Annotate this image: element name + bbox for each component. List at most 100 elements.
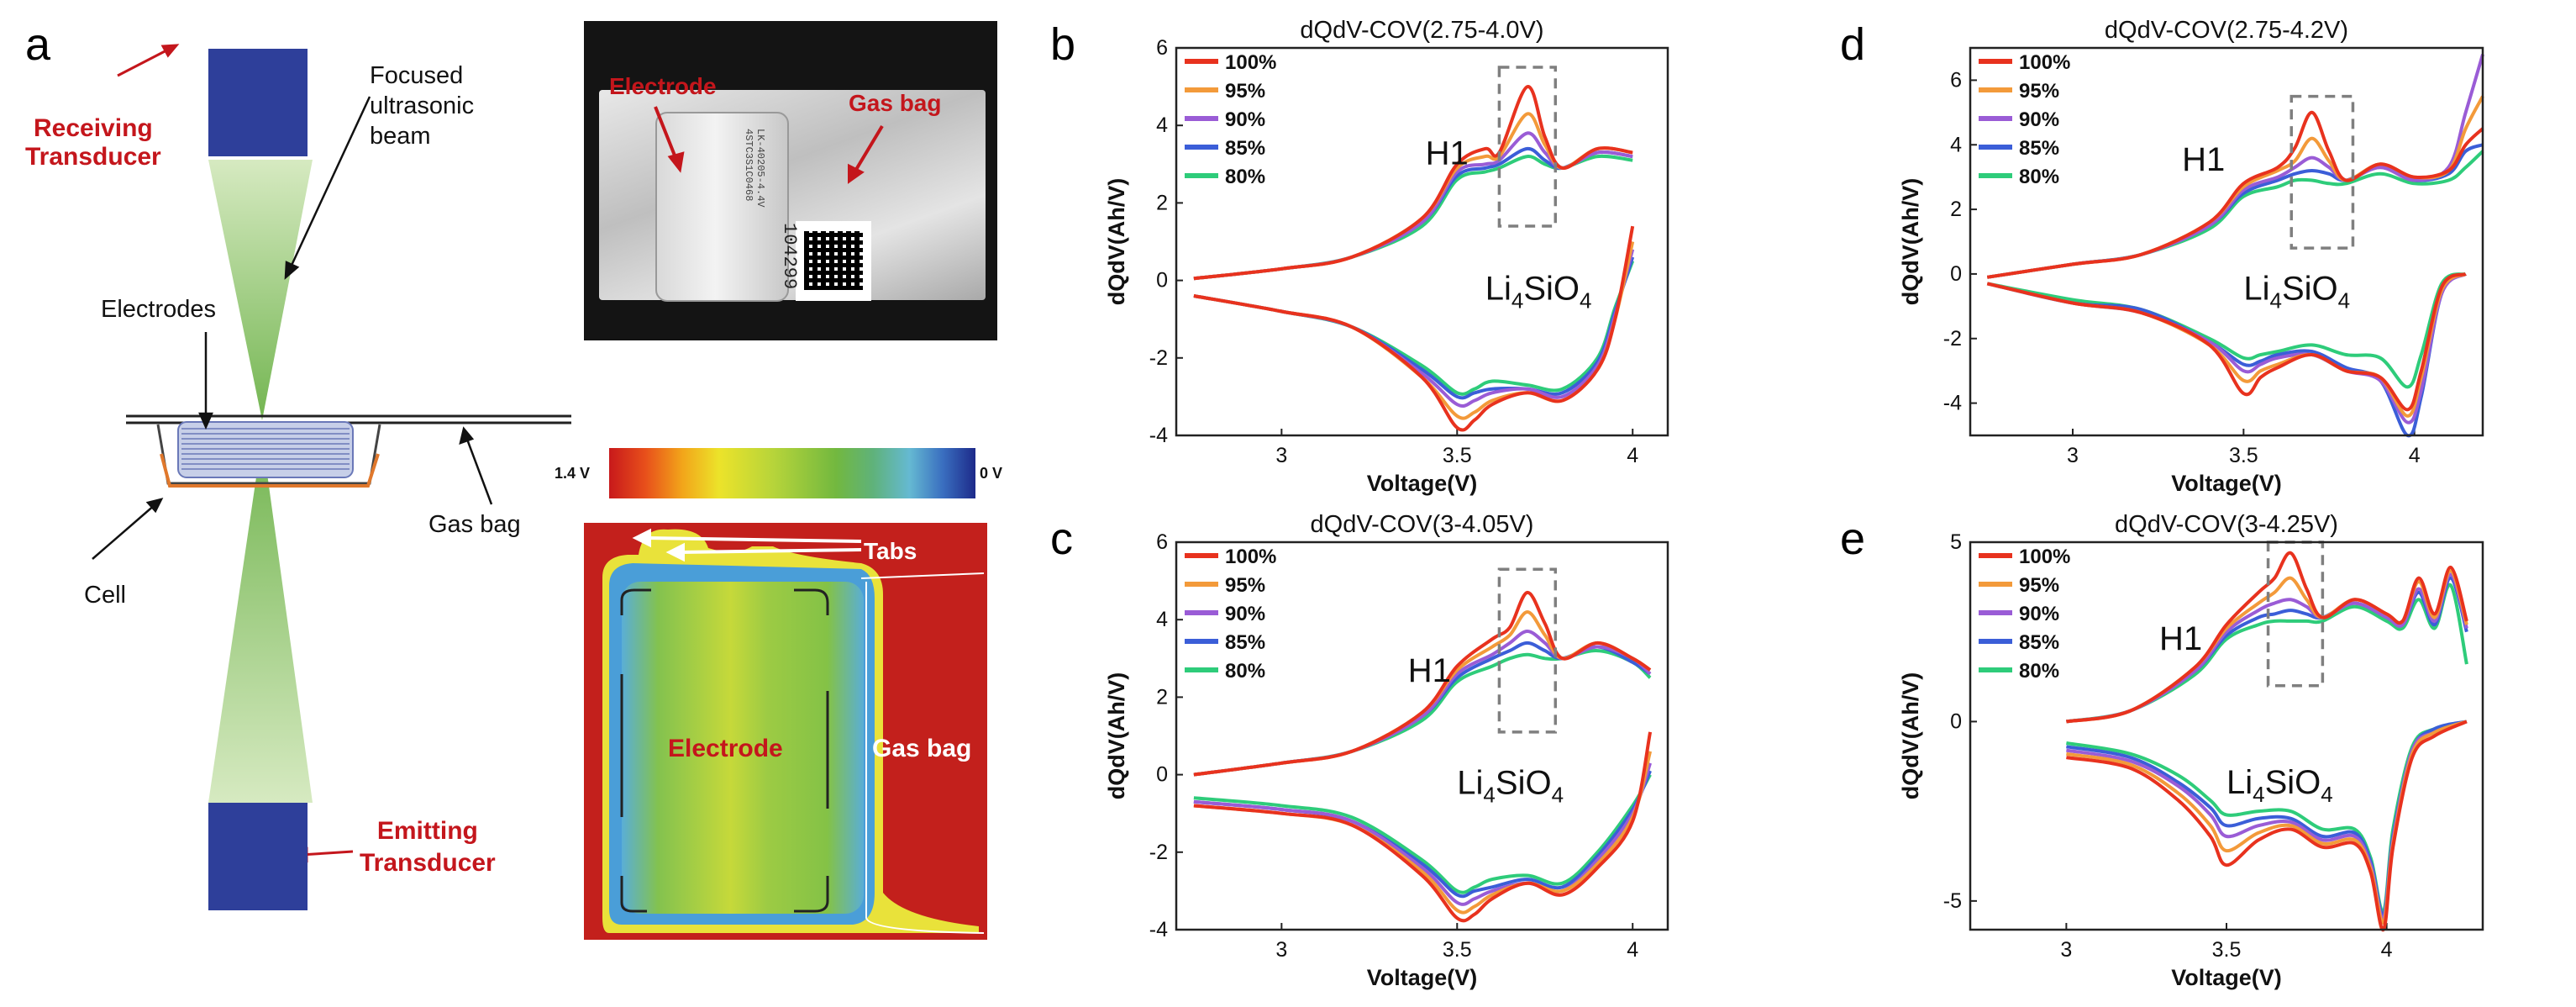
discharge-curve-100% (1193, 225, 1635, 432)
serial-number: 104299 (779, 223, 800, 290)
colorbar (609, 448, 975, 498)
legend-label-85%: 85% (2019, 137, 2059, 160)
y-tick-label: 0 (1156, 269, 1168, 293)
cell-print: LK-40205-4.4V 4STC3S1C0468 (743, 129, 766, 208)
y-tick-label: -2 (1149, 346, 1168, 370)
compound-label: Li4SiO4 (1457, 765, 1564, 808)
chart-d: dQdV-COV(2.75-4.2V) 3 3.5 4 -4 -2 0 2 4 6 Voltage(… (1898, 17, 2484, 496)
x-tick-label: 3 (1275, 938, 1287, 962)
legend-label-80%: 80% (1225, 166, 1265, 188)
x-tick-label: 4 (2381, 938, 2393, 962)
legend-label-90%: 90% (1225, 603, 1265, 625)
y-axis-label: dQdV(Ah/V) (1104, 672, 1129, 799)
chart-title: dQdV-COV(2.75-4.0V) (1300, 17, 1543, 44)
y-tick-label: 5 (1950, 530, 1962, 554)
y-tick-label: 4 (1156, 113, 1168, 137)
x-tick-label: 3 (2067, 444, 2079, 467)
ultrasound-schematic (92, 44, 571, 863)
legend-label-80%: 80% (2019, 166, 2059, 188)
legend-label-95%: 95% (1225, 80, 1265, 103)
x-tick-label: 3.5 (1443, 444, 1472, 467)
plot-area (1970, 542, 2483, 930)
discharge-curve-100% (1193, 731, 1653, 923)
y-axis-label: dQdV(Ah/V) (1898, 178, 1923, 305)
x-tick-label: 3.5 (2212, 938, 2242, 962)
y-tick-label: -4 (1149, 918, 1168, 941)
legend-label-100%: 100% (1225, 546, 1276, 568)
y-tick-label: 2 (1156, 685, 1168, 709)
chart-c: dQdV-COV(3-4.05V) 3 3.5 4 -4 -2 0 2 4 6 Voltage(V)… (1104, 511, 1669, 990)
legend-label-100%: 100% (2019, 51, 2070, 74)
charge-curve-100% (1193, 590, 1652, 777)
legend-label-90%: 90% (1225, 108, 1265, 131)
electrode-layers (181, 428, 350, 470)
map-electrode-area (622, 582, 864, 914)
y-tick-label: 0 (1950, 262, 1962, 286)
x-tick-label: 4 (1627, 938, 1638, 962)
x-axis-label: Voltage(V) (2171, 471, 2282, 496)
compound-label: Li4SiO4 (2226, 764, 2333, 807)
y-tick-label: -4 (1149, 424, 1168, 447)
legend-label-80%: 80% (2019, 660, 2059, 683)
y-tick-label: -2 (1149, 841, 1168, 864)
plot-area (1970, 48, 2483, 435)
charge-curve-80% (2066, 583, 2468, 724)
map-tabs-label: Tabs (864, 538, 917, 564)
highlight-box (2289, 94, 2355, 250)
cell-arrow (92, 504, 156, 560)
beam-lower (208, 437, 313, 803)
panel-label-d: d (1840, 19, 1866, 70)
cell-photo: LK-40205-4.4V 4STC3S1C0468 104299 Electr… (584, 21, 997, 340)
y-tick-label: -5 (1943, 889, 1962, 913)
y-tick-label: 6 (1156, 36, 1168, 60)
map-gas-bag-edge (865, 582, 985, 934)
barcode (804, 231, 863, 290)
x-axis-label: Voltage(V) (1367, 965, 1478, 990)
axes-frame (1969, 46, 2484, 437)
legend-label-85%: 85% (1225, 631, 1265, 654)
y-axis-label: dQdV(Ah/V) (1104, 178, 1129, 305)
discharge-curve-100% (1986, 272, 2467, 412)
highlight-box (1497, 567, 1558, 734)
axes-frame (1969, 540, 2484, 931)
chart-b: dQdV-COV(2.75-4.0V) 3 3.5 4 -4 -2 0 2 4 6 Voltage(… (1104, 17, 1669, 496)
beam-upper (208, 160, 313, 420)
charge-curve-100% (2066, 551, 2468, 724)
y-tick-label: 6 (1156, 530, 1168, 554)
legend-label-95%: 95% (2019, 574, 2059, 597)
axes-frame (1175, 46, 1669, 437)
y-axis-label: dQdV(Ah/V) (1898, 672, 1923, 799)
panel-label-c: c (1050, 514, 1073, 564)
photo-gas-bag-label: Gas bag (849, 90, 942, 116)
receiving-transducer-label: Receiving Transducer (25, 114, 161, 171)
y-tick-label: 4 (1156, 608, 1168, 631)
map-corner-marks (620, 588, 829, 913)
discharge-curve-90% (1193, 762, 1652, 906)
cell-pouch-orange (160, 453, 380, 488)
colorbar-min-label: 0 V (980, 465, 1003, 482)
compound-label: Li4SiO4 (1485, 271, 1592, 314)
photo-electrode-label: Electrode (609, 73, 717, 99)
gas-bag-label: Gas bag (428, 511, 521, 538)
panel-label-e: e (1840, 514, 1866, 564)
chart-title: dQdV-COV(3-4.05V) (1311, 511, 1534, 538)
tabs-arrows (632, 528, 862, 562)
discharge-curve-100% (2066, 720, 2468, 932)
map-gas-bag-label: Gas bag (872, 735, 972, 762)
chart-title: dQdV-COV(3-4.25V) (2115, 511, 2338, 538)
peak-label-h1: H1 (2159, 620, 2202, 657)
legend-label-80%: 80% (1225, 660, 1265, 683)
x-axis-label: Voltage(V) (2171, 965, 2282, 990)
ultrasonic-map: Tabs Electrode Gas bag (584, 523, 987, 940)
receiving-arrow (117, 47, 171, 77)
panel-label-b: b (1050, 19, 1076, 70)
emitting-transducer-label: Emitting Transducer (360, 817, 496, 877)
legend-label-90%: 90% (2019, 108, 2059, 131)
legend-label-90%: 90% (2019, 603, 2059, 625)
y-tick-label: -4 (1943, 392, 1962, 415)
cell-label: Cell (84, 582, 126, 609)
x-tick-label: 4 (2409, 444, 2421, 467)
x-tick-label: 3.5 (2229, 444, 2258, 467)
panel-label-a: a (25, 19, 51, 70)
